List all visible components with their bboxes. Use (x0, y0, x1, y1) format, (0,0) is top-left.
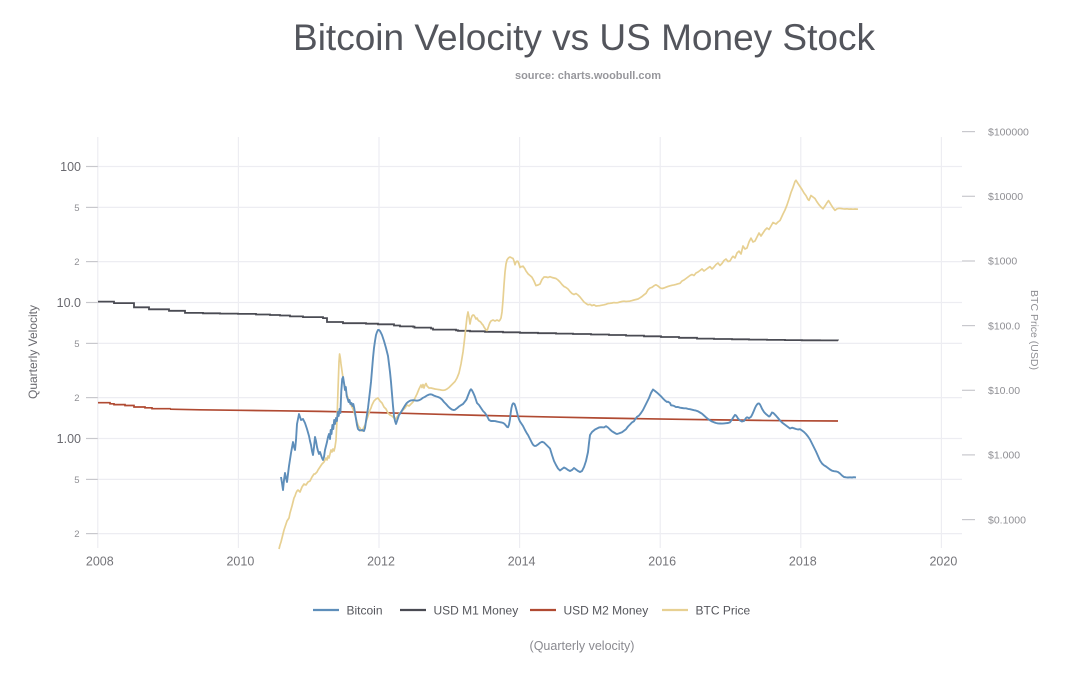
svg-text:BTC Price: BTC Price (696, 603, 751, 617)
svg-text:$1.000: $1.000 (988, 450, 1020, 462)
svg-text:5: 5 (74, 339, 79, 350)
svg-text:(Quarterly velocity): (Quarterly velocity) (530, 639, 635, 653)
svg-text:2020: 2020 (929, 555, 957, 569)
svg-text:$0.1000: $0.1000 (988, 514, 1026, 526)
svg-text:2014: 2014 (508, 555, 536, 569)
svg-text:2010: 2010 (226, 555, 254, 569)
svg-text:1.00: 1.00 (57, 432, 81, 446)
svg-text:2012: 2012 (367, 555, 395, 569)
svg-text:Bitcoin: Bitcoin (347, 603, 383, 617)
svg-text:USD M1 Money: USD M1 Money (434, 603, 519, 617)
svg-text:2: 2 (74, 393, 79, 404)
svg-text:Bitcoin Velocity vs US Money S: Bitcoin Velocity vs US Money Stock (293, 17, 875, 58)
svg-text:BTC Price (USD): BTC Price (USD) (1028, 290, 1040, 370)
svg-text:100: 100 (60, 160, 81, 174)
svg-text:10.0: 10.0 (57, 296, 81, 310)
svg-text:2018: 2018 (789, 555, 817, 569)
svg-text:2008: 2008 (86, 555, 114, 569)
svg-text:2016: 2016 (648, 555, 676, 569)
svg-text:$10.00: $10.00 (988, 385, 1020, 397)
svg-text:2: 2 (74, 257, 79, 268)
svg-text:5: 5 (74, 203, 79, 214)
svg-text:$10000: $10000 (988, 191, 1023, 203)
svg-text:$100000: $100000 (988, 126, 1029, 138)
svg-text:5: 5 (74, 475, 79, 486)
svg-text:2: 2 (74, 529, 79, 540)
svg-text:$1000: $1000 (988, 256, 1017, 268)
svg-text:USD M2 Money: USD M2 Money (564, 603, 649, 617)
svg-text:$100.0: $100.0 (988, 320, 1020, 332)
svg-text:Quarterly Velocity: Quarterly Velocity (26, 305, 40, 399)
svg-text:source: charts.woobull.com: source: charts.woobull.com (515, 70, 661, 82)
